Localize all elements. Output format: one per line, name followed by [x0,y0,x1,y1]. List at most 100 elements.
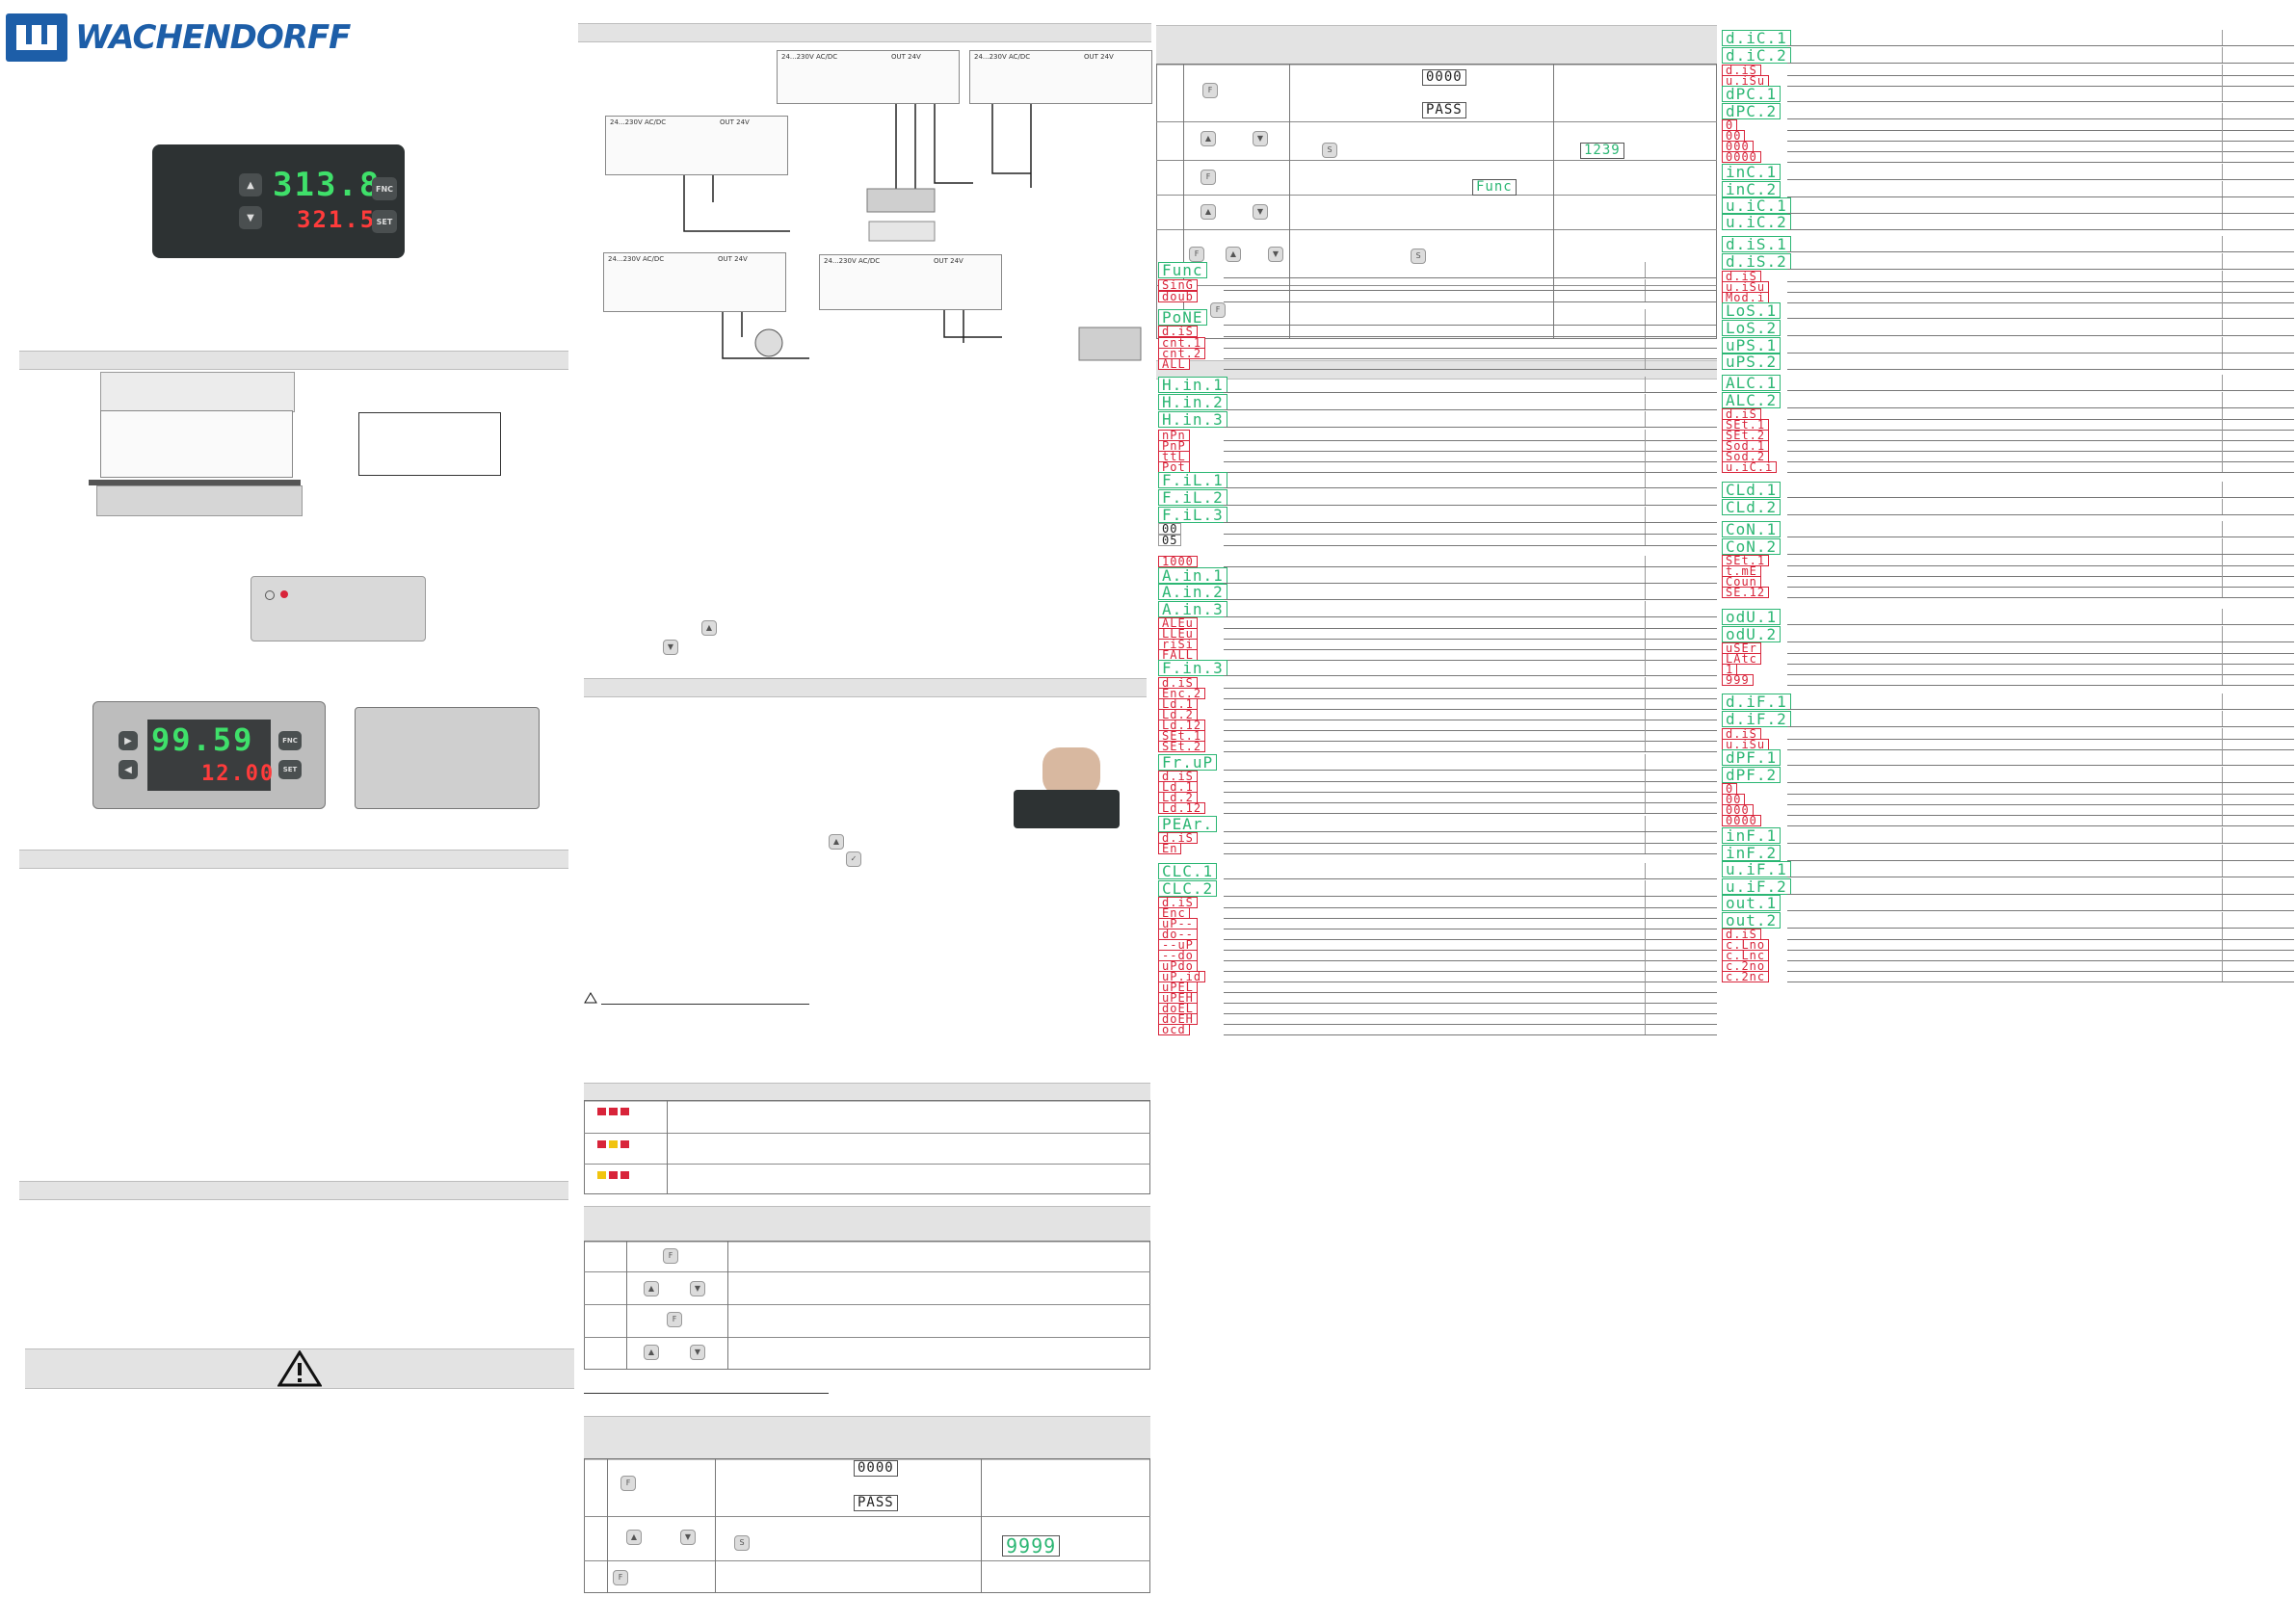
parameter-col-separator [1645,1013,1646,1024]
parameter-row-line [1787,664,2294,665]
parameter-col-separator [1645,907,1646,918]
parameter-col-separator [1645,730,1646,741]
parameter-code: Ld.2 [1158,792,1198,803]
parameter-row: En [1156,843,1717,856]
parameter-col-separator [2222,642,2223,653]
down-key-icon: ▼ [1268,247,1283,262]
led-indicator-icon [597,1171,629,1179]
parameter-code: d.iS [1158,326,1198,337]
parameter-col-separator [2222,950,2223,960]
parameter-col-separator [1645,709,1646,720]
parameter-row: d.iS [1156,326,1717,339]
parameter-row-line [1224,369,1717,370]
parameter-row-line [1787,162,2294,163]
parameter-col-separator [2222,302,2223,318]
password-pass-display: PASS [854,1495,898,1511]
col-separator [981,1458,982,1593]
parameter-col-separator [2222,664,2223,674]
parameter-row: inC.2 [1720,181,2294,197]
parameter-col-separator [2222,711,2223,726]
parameter-row-line [1224,660,1717,661]
parameter-code: d.iS [1722,728,1761,740]
parameter-col-separator [2222,65,2223,75]
parameter-col-separator [1645,939,1646,950]
parameter-col-separator [2222,499,2223,514]
parameter-col-separator [1645,649,1646,660]
parameter-row-line [1224,358,1717,359]
parameter-row-line [1787,251,2294,252]
parameter-code: SinG [1158,279,1198,291]
parameter-code: 00 [1722,794,1746,805]
parameter-row: inF.2 [1720,845,2294,861]
parameter-row: u.iC.2 [1720,214,2294,230]
parameter-row-line [1787,685,2294,686]
parameter-row-line [1224,628,1717,629]
parameter-col-separator [1645,1003,1646,1013]
parameter-code: riSi [1158,639,1198,650]
parameter-col-separator [2222,587,2223,597]
wachendorff-logo-icon [6,13,67,62]
parameter-row-line [1787,335,2294,336]
fnc-key-icon: F [667,1312,682,1327]
wiring-block-5: 24...230V AC/DC OUT 24V [819,254,1002,310]
parameter-row: d.iC.1 [1720,30,2294,46]
parameter-row: doEH [1156,1013,1717,1027]
row-separator [584,1271,1150,1272]
set-key-icon: S [734,1535,750,1551]
wiring-block-1: 24...230V AC/DC OUT 24V [777,50,960,104]
parameter-row-line [1224,566,1717,567]
section-bar-3 [19,1181,568,1200]
parameter-code: Fr.uP [1158,754,1218,771]
parameter-row: uPEH [1156,992,1717,1006]
parameter-code: LAtc [1722,653,1761,665]
parameter-col-separator [1645,411,1646,427]
parameter-row-line [1224,918,1717,919]
parameter-code: PEAr. [1158,816,1218,832]
down-key-icon: ▼ [1253,131,1268,146]
parameter-row: 999 [1720,674,2294,688]
col-separator [667,1100,668,1194]
parameter-col-separator [1645,816,1646,831]
led-table [584,1100,1150,1194]
parameter-col-separator [2222,141,2223,151]
parameter-code: 05 [1158,535,1182,546]
parameter-code: 999 [1722,674,1754,686]
parameter-row: CoN.1 [1720,521,2294,537]
parameter-row-line [1787,45,2294,46]
parameter-col-separator [2222,320,2223,335]
parameter-col-separator [2222,482,2223,497]
parameter-col-separator [1645,451,1646,461]
parameter-code: uPS.2 [1722,353,1781,370]
parameter-col-separator [1645,688,1646,698]
parameter-col-separator [2222,845,2223,860]
parameter-row: u.iF.1 [1720,861,2294,877]
up-key-icon: ▲ [1201,204,1216,220]
parameter-col-separator [2222,565,2223,576]
parameter-row: Sod.2 [1720,451,2294,464]
password-table [584,1458,1150,1593]
parameter-row-line [1224,688,1717,689]
front-fnc-button-icon: FNC [278,731,302,750]
parameter-row-line [1224,451,1717,452]
parameter-code: out.1 [1722,895,1781,911]
row-separator [584,1133,1150,1134]
down-key-icon: ▼ [1253,204,1268,220]
parameter-row-line [1787,960,2294,961]
parameter-code: dPF.2 [1722,767,1781,783]
parameter-code: u.iF.1 [1722,861,1791,877]
fnc-key-icon: F [613,1570,628,1585]
parameter-row: odU.1 [1720,609,2294,625]
parameter-row-line [1787,815,2294,816]
parameter-col-separator [2222,408,2223,419]
parameter-row: 00 [1156,523,1717,537]
parameter-col-separator [2222,804,2223,815]
parameter-code: d.iS.1 [1722,236,1791,252]
front-display [147,720,271,791]
parameter-row: do-- [1156,929,1717,942]
mounting-photo [1014,747,1135,861]
row-separator [584,1560,1150,1561]
key-icon: ✓ [846,851,861,867]
parameter-row: uPEL [1156,982,1717,995]
parameter-col-separator [1645,617,1646,628]
parameter-row: c.2no [1720,960,2294,974]
